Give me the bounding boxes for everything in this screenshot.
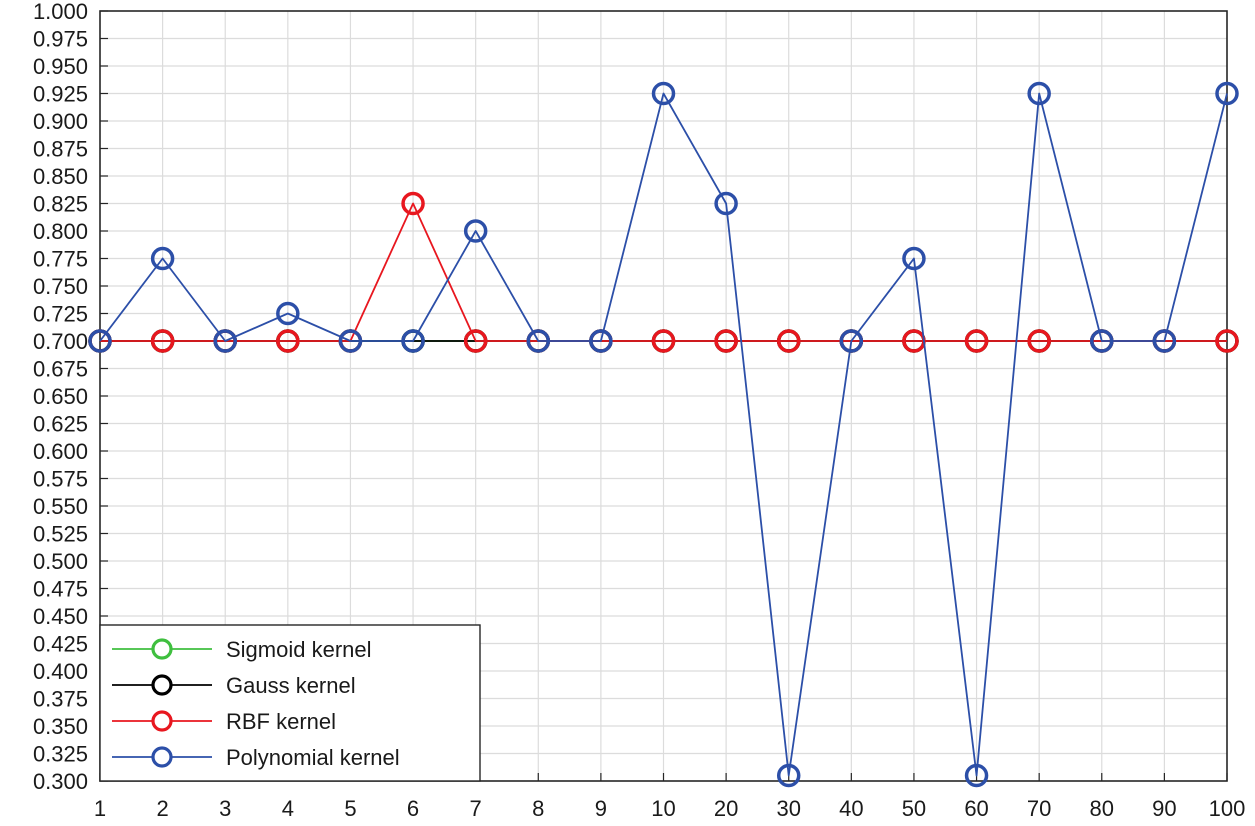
data-point-polynomial-kernel: [776, 763, 801, 788]
data-point-rbf-kernel: [964, 329, 989, 353]
data-point-polynomial-kernel: [651, 81, 676, 106]
y-tick-label: 0.825: [33, 192, 88, 217]
x-tick-label: 80: [1090, 796, 1114, 821]
legend-item-gauss-kernel: Gauss kernel: [112, 673, 356, 698]
series-polynomial-kernel: [88, 81, 1239, 788]
data-point-rbf-kernel: [1215, 329, 1239, 353]
data-point-polynomial-kernel: [902, 246, 926, 271]
y-tick-label: 0.350: [33, 714, 88, 739]
legend-marker: [151, 710, 173, 732]
x-tick-label: 9: [595, 796, 607, 821]
legend-marker: [151, 638, 173, 660]
data-point-polynomial-kernel: [839, 329, 864, 353]
x-tick-label: 1: [94, 796, 106, 821]
x-tick-label: 30: [776, 796, 800, 821]
y-tick-label: 0.375: [33, 687, 88, 712]
y-tick-label: 0.750: [33, 274, 88, 299]
y-tick-label: 0.700: [33, 329, 88, 354]
data-point-polynomial-kernel: [276, 301, 300, 326]
data-point-rbf-kernel: [276, 329, 300, 353]
y-tick-label: 0.325: [33, 742, 88, 767]
x-tick-label: 60: [964, 796, 988, 821]
y-tick-label: 0.550: [33, 494, 88, 519]
legend-label: Gauss kernel: [226, 673, 356, 698]
y-tick-label: 0.725: [33, 302, 88, 327]
data-point-rbf-kernel: [1027, 329, 1051, 353]
data-point-polynomial-kernel: [1215, 81, 1239, 106]
y-tick-label: 0.525: [33, 522, 88, 547]
x-tick-label: 100: [1209, 796, 1246, 821]
x-tick-label: 4: [282, 796, 294, 821]
legend-marker: [151, 746, 173, 768]
x-tick-label: 2: [156, 796, 168, 821]
y-tick-label: 0.600: [33, 439, 88, 464]
x-tick-label: 70: [1027, 796, 1051, 821]
y-tick-label: 0.950: [33, 54, 88, 79]
y-tick-label: 0.975: [33, 27, 88, 52]
data-point-polynomial-kernel: [88, 329, 112, 353]
x-tick-label: 7: [470, 796, 482, 821]
data-point-rbf-kernel: [776, 329, 801, 353]
x-tick-label: 10: [651, 796, 675, 821]
data-point-polynomial-kernel: [714, 191, 738, 216]
y-tick-label: 0.650: [33, 384, 88, 409]
legend-item-rbf-kernel: RBF kernel: [112, 709, 336, 734]
x-tick-label: 40: [839, 796, 863, 821]
data-point-polynomial-kernel: [213, 329, 237, 353]
legend-label: RBF kernel: [226, 709, 336, 734]
y-tick-label: 0.400: [33, 659, 88, 684]
grid: [100, 11, 1227, 781]
data-point-rbf-kernel: [714, 329, 738, 353]
y-tick-label: 0.475: [33, 577, 88, 602]
data-point-polynomial-kernel: [589, 329, 613, 353]
data-point-polynomial-kernel: [338, 329, 363, 353]
data-point-rbf-kernel: [150, 329, 175, 353]
legend-label: Sigmoid kernel: [226, 637, 372, 662]
x-tick-label: 5: [344, 796, 356, 821]
data-point-polynomial-kernel: [1027, 81, 1051, 106]
y-tick-label: 0.850: [33, 164, 88, 189]
data-point-rbf-kernel: [651, 329, 676, 353]
x-tick-label: 3: [219, 796, 231, 821]
x-tick-label: 6: [407, 796, 419, 821]
y-tick-label: 0.875: [33, 137, 88, 162]
data-point-polynomial-kernel: [463, 219, 488, 243]
series-line-polynomial-kernel: [99, 92, 1228, 777]
y-tick-label: 0.425: [33, 632, 88, 657]
data-point-polynomial-kernel: [526, 329, 551, 353]
data-point-rbf-kernel: [401, 191, 425, 216]
legend: Sigmoid kernel Gauss kernel RBF kernel Poly…: [99, 624, 481, 782]
data-point-polynomial-kernel: [401, 329, 425, 353]
x-tick-label: 50: [902, 796, 926, 821]
y-tick-label: 0.300: [33, 769, 88, 794]
y-tick-label: 0.675: [33, 357, 88, 382]
y-tick-label: 1.000: [33, 0, 88, 24]
x-tick-label: 90: [1152, 796, 1176, 821]
y-tick-label: 0.450: [33, 604, 88, 629]
legend-item-sigmoid-kernel: Sigmoid kernel: [112, 637, 372, 662]
y-tick-label: 0.800: [33, 219, 88, 244]
data-point-polynomial-kernel: [150, 246, 175, 271]
legend-label: Polynomial kernel: [226, 745, 400, 770]
y-tick-label: 0.500: [33, 549, 88, 574]
axis-ticks: 1 2 3 4 5 6 7 8 9 10 20 30 40 50 60 70 80 90 100 0.3000.325…: [33, 0, 1245, 821]
data-point-polynomial-kernel: [1090, 329, 1114, 353]
y-tick-label: 0.925: [33, 82, 88, 107]
data-point-rbf-kernel: [463, 329, 488, 353]
y-tick-label: 0.775: [33, 247, 88, 272]
legend-item-polynomial-kernel: Polynomial kernel: [112, 745, 400, 770]
data-point-polynomial-kernel: [1152, 329, 1177, 353]
legend-marker: [151, 674, 173, 696]
series-group: [88, 81, 1239, 788]
x-tick-label: 20: [714, 796, 738, 821]
y-tick-label: 0.900: [33, 109, 88, 134]
x-tick-label: 8: [532, 796, 544, 821]
y-tick-label: 0.575: [33, 467, 88, 492]
series-line-rbf-kernel: [100, 202, 1227, 342]
data-point-polynomial-kernel: [964, 763, 989, 788]
y-tick-label: 0.625: [33, 412, 88, 437]
